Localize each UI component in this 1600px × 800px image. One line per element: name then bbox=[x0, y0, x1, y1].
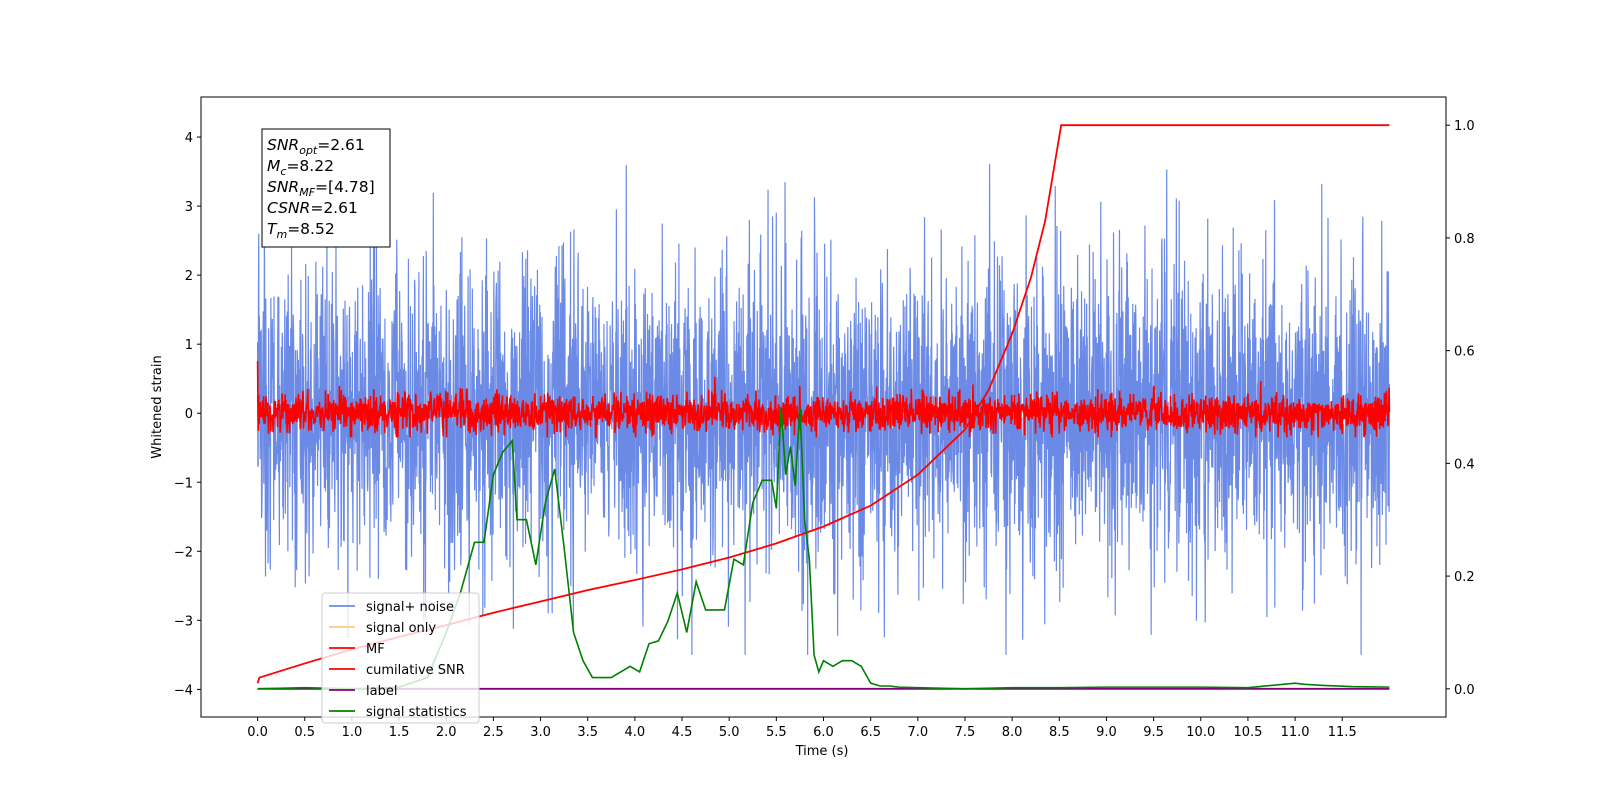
x-tick-label: 9.0 bbox=[1096, 725, 1117, 740]
x-axis-label: Time (s) bbox=[795, 744, 849, 759]
y-tick-label: −4 bbox=[174, 683, 193, 698]
x-tick-label: 0.5 bbox=[294, 725, 315, 740]
annotation-frame bbox=[261, 128, 391, 248]
x-tick-label: 10.0 bbox=[1186, 725, 1215, 740]
x-tick-label: 5.0 bbox=[719, 725, 740, 740]
x-tick-label: 6.5 bbox=[860, 725, 881, 740]
annotation-line: SNRopt=2.61 bbox=[267, 136, 365, 157]
y-tick-label: 1 bbox=[185, 338, 193, 353]
annotation-line: CSNR=2.61 bbox=[267, 199, 358, 217]
legend-label: label bbox=[366, 684, 397, 699]
annotation-line: SNRMF=[4.78] bbox=[267, 178, 375, 199]
legend-label: cumilative SNR bbox=[366, 663, 465, 678]
x-tick-label: 7.0 bbox=[907, 725, 928, 740]
series-line-mf bbox=[256, 361, 1391, 439]
x-tick-label: 5.5 bbox=[766, 725, 787, 740]
x-tick-label: 4.5 bbox=[672, 725, 693, 740]
y2-tick-label: 0.0 bbox=[1454, 683, 1475, 698]
y-tick-label: 2 bbox=[185, 269, 193, 284]
x-tick-label: 3.5 bbox=[577, 725, 598, 740]
y-tick-label: 0 bbox=[185, 407, 193, 422]
y-axis-left: −4 −3 −2 −1 0 1 2 3 4 bbox=[174, 131, 201, 698]
x-tick-label: 2.5 bbox=[483, 725, 504, 740]
y-tick-label: 4 bbox=[185, 131, 193, 146]
x-tick-label: 9.5 bbox=[1143, 725, 1164, 740]
x-tick-label: 1.0 bbox=[342, 725, 363, 740]
x-tick-label: 11.5 bbox=[1328, 725, 1357, 740]
annotation-line: Tm=8.52 bbox=[267, 220, 335, 241]
y2-tick-label: 0.6 bbox=[1454, 345, 1475, 360]
x-tick-label: 6.0 bbox=[813, 725, 834, 740]
legend-label: MF bbox=[366, 642, 385, 657]
annotation-line: Mc=8.22 bbox=[267, 157, 334, 178]
y-tick-label: −1 bbox=[174, 476, 193, 491]
x-tick-label: 1.5 bbox=[389, 725, 410, 740]
x-tick-label: 10.5 bbox=[1233, 725, 1262, 740]
y-tick-label: −3 bbox=[174, 614, 193, 629]
legend-label: signal only bbox=[366, 621, 436, 636]
x-tick-label: 8.5 bbox=[1049, 725, 1070, 740]
series-line-signal-statistics bbox=[257, 406, 1390, 690]
x-tick-label: 2.0 bbox=[436, 725, 457, 740]
x-tick-label: 11.0 bbox=[1281, 725, 1310, 740]
y-tick-label: −2 bbox=[174, 545, 193, 560]
y-axis-label: Whitened strain bbox=[150, 355, 165, 458]
x-axis: 0.0 0.5 1.0 1.5 2.0 2.5 3.0 3.5 4.0 4.5 5.0 5.5 6.0 6… bbox=[247, 717, 1357, 740]
y2-tick-label: 0.2 bbox=[1454, 570, 1475, 585]
legend-label: signal statistics bbox=[366, 705, 467, 720]
x-tick-label: 4.0 bbox=[625, 725, 646, 740]
legend-frame bbox=[321, 592, 480, 724]
x-tick-label: 8.0 bbox=[1002, 725, 1023, 740]
legend-label: signal+ noise bbox=[366, 600, 454, 615]
y-axis-right: 0.0 0.2 0.4 0.6 0.8 1.0 bbox=[1446, 119, 1475, 698]
legend: signal+ noise signal only MF cumilative SNR… bbox=[321, 592, 480, 724]
y2-tick-label: 0.4 bbox=[1454, 457, 1475, 472]
y2-tick-label: 0.8 bbox=[1454, 232, 1475, 247]
x-tick-label: 0.0 bbox=[247, 725, 268, 740]
x-tick-label: 7.5 bbox=[955, 725, 976, 740]
y2-tick-label: 1.0 bbox=[1454, 119, 1475, 134]
x-tick-label: 3.0 bbox=[530, 725, 551, 740]
y-tick-label: 3 bbox=[185, 200, 193, 215]
